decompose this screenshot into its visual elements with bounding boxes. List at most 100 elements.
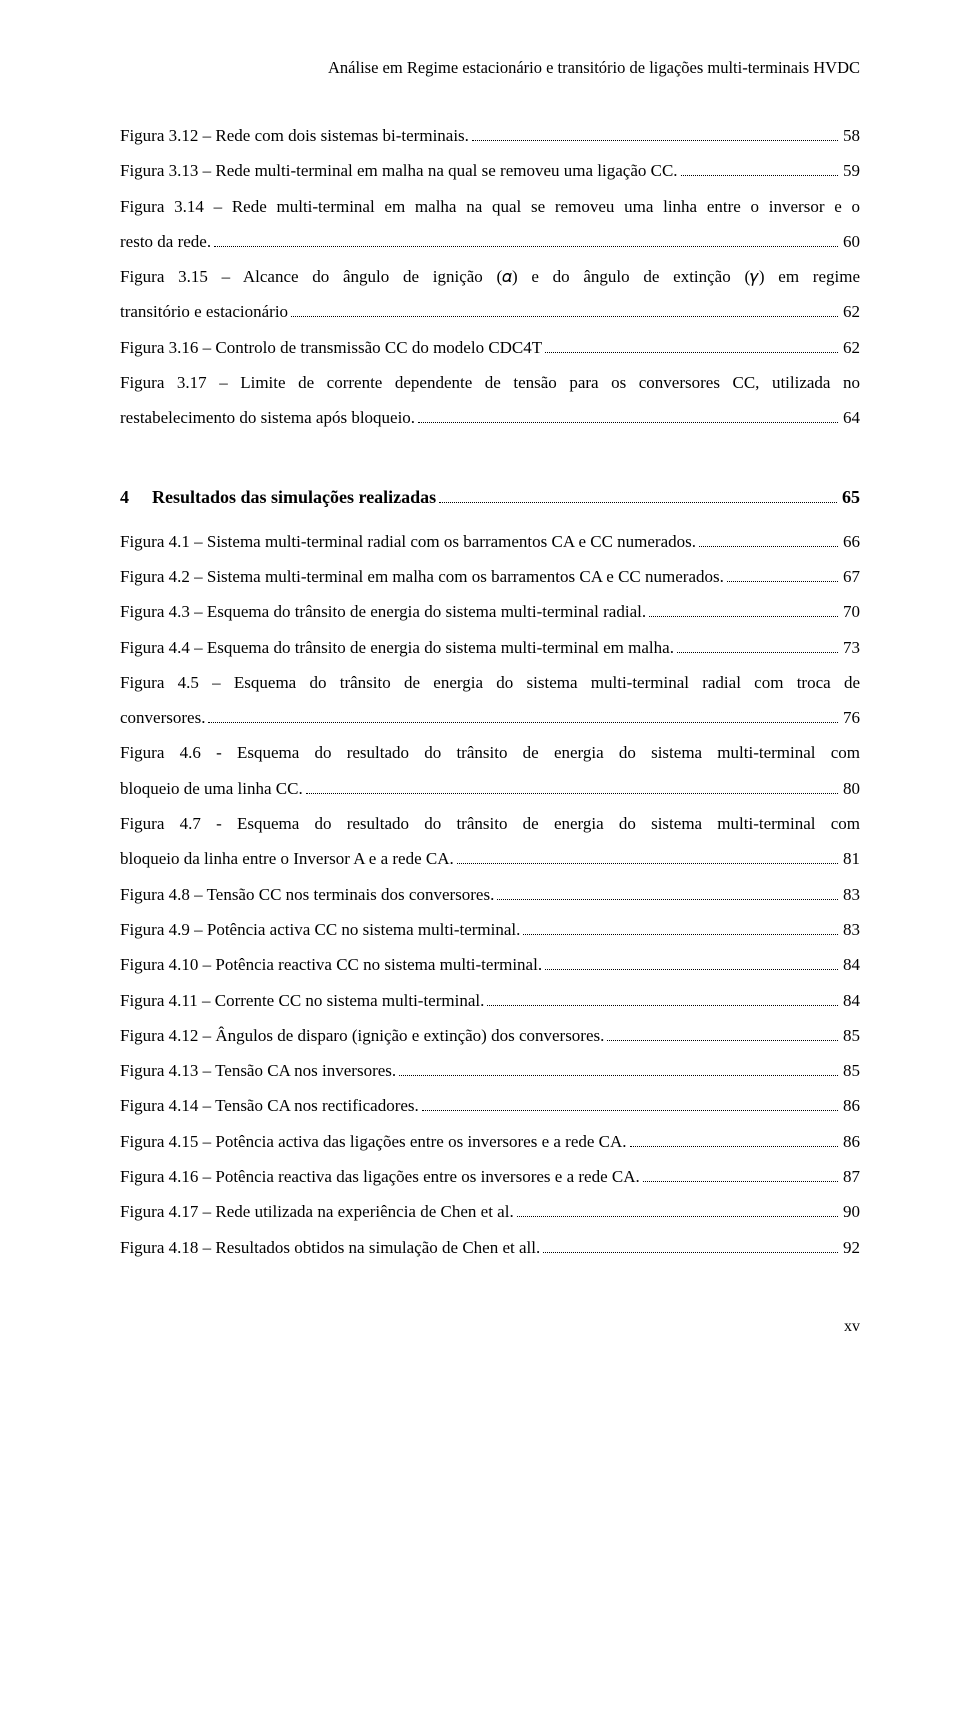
- toc-entry: Figura 4.6 - Esquema do resultado do trâ…: [120, 737, 860, 769]
- toc-entry: Figura 3.14 – Rede multi-terminal em mal…: [120, 191, 860, 223]
- toc-entry: Figura 4.13 – Tensão CA nos inversores. …: [120, 1055, 860, 1087]
- toc-entry-text: Figura 4.1 – Sistema multi-terminal radi…: [120, 526, 696, 558]
- toc-entry: Figura 4.9 – Potência activa CC no siste…: [120, 914, 860, 946]
- toc-entry-text: Figura 4.15 – Potência activa das ligaçõ…: [120, 1126, 627, 1158]
- toc-entry-page: 67: [841, 561, 860, 593]
- toc-entry: Figura 4.8 – Tensão CC nos terminais dos…: [120, 879, 860, 911]
- toc-entry-page: 70: [841, 596, 860, 628]
- toc-entry: Figura 4.1 – Sistema multi-terminal radi…: [120, 526, 860, 558]
- toc-entry-page: 90: [841, 1196, 860, 1228]
- toc-entry: bloqueio da linha entre o Inversor A e a…: [120, 843, 860, 875]
- toc-entry-text: Figura 4.13 – Tensão CA nos inversores.: [120, 1055, 396, 1087]
- toc-leader: [727, 567, 838, 582]
- toc-entry-page: 87: [841, 1161, 860, 1193]
- toc-entry-text: Figura 4.9 – Potência activa CC no siste…: [120, 914, 520, 946]
- toc-leader: [523, 920, 838, 935]
- toc-entry: transitório e estacionário 62: [120, 296, 860, 328]
- toc-entry-text: Figura 4.18 – Resultados obtidos na simu…: [120, 1232, 540, 1264]
- toc-entry-page: 86: [841, 1090, 860, 1122]
- toc-entry-page: 85: [841, 1020, 860, 1052]
- document-page: Análise em Regime estacionário e transit…: [0, 0, 960, 1396]
- toc-block-section3: Figura 3.12 – Rede com dois sistemas bi-…: [120, 120, 860, 435]
- toc-block-section4: Figura 4.1 – Sistema multi-terminal radi…: [120, 526, 860, 1264]
- toc-entry-text: Figura 4.14 – Tensão CA nos rectificador…: [120, 1090, 419, 1122]
- toc-entry: Figura 4.18 – Resultados obtidos na simu…: [120, 1232, 860, 1264]
- section-number: 4: [120, 487, 152, 508]
- toc-entry: Figura 4.4 – Esquema do trânsito de ener…: [120, 632, 860, 664]
- toc-entry-text: Figura 3.15 – Alcance do ângulo de igniç…: [120, 261, 860, 293]
- toc-leader: [487, 991, 838, 1006]
- toc-entry-page: 60: [841, 226, 860, 258]
- toc-entry-text: Figura 4.2 – Sistema multi-terminal em m…: [120, 561, 724, 593]
- toc-entry-text: bloqueio da linha entre o Inversor A e a…: [120, 843, 454, 875]
- toc-leader: [399, 1062, 838, 1077]
- toc-leader: [214, 232, 838, 247]
- toc-entry-text: Figura 4.8 – Tensão CC nos terminais dos…: [120, 879, 494, 911]
- toc-entry: Figura 3.15 – Alcance do ângulo de igniç…: [120, 261, 860, 293]
- toc-entry-text: Figura 4.5 – Esquema do trânsito de ener…: [120, 667, 860, 699]
- toc-leader: [208, 709, 838, 724]
- toc-entry: resto da rede. 60: [120, 226, 860, 258]
- toc-leader: [699, 532, 838, 547]
- toc-entry-text: Figura 4.17 – Rede utilizada na experiên…: [120, 1196, 514, 1228]
- toc-entry: restabelecimento do sistema após bloquei…: [120, 402, 860, 434]
- toc-entry: Figura 3.12 – Rede com dois sistemas bi-…: [120, 120, 860, 152]
- toc-entry-page: 85: [841, 1055, 860, 1087]
- toc-entry-text: Figura 3.16 – Controlo de transmissão CC…: [120, 332, 542, 364]
- toc-entry-text: transitório e estacionário: [120, 296, 288, 328]
- toc-entry-page: 81: [841, 843, 860, 875]
- toc-leader: [291, 303, 838, 318]
- toc-entry-text: Figura 4.12 – Ângulos de disparo (igniçã…: [120, 1020, 604, 1052]
- toc-leader: [543, 1238, 838, 1253]
- toc-entry: Figura 4.3 – Esquema do trânsito de ener…: [120, 596, 860, 628]
- toc-entry: Figura 4.11 – Corrente CC no sistema mul…: [120, 985, 860, 1017]
- toc-entry: Figura 3.17 – Limite de corrente depende…: [120, 367, 860, 399]
- toc-entry-page: 59: [841, 155, 860, 187]
- toc-entry-text: Figura 3.12 – Rede com dois sistemas bi-…: [120, 120, 469, 152]
- toc-entry-text: resto da rede.: [120, 226, 211, 258]
- toc-leader: [643, 1167, 838, 1182]
- toc-leader: [677, 638, 838, 653]
- toc-leader: [607, 1026, 838, 1041]
- running-header: Análise em Regime estacionário e transit…: [120, 58, 860, 78]
- toc-leader: [545, 956, 838, 971]
- toc-entry-page: 86: [841, 1126, 860, 1158]
- toc-entry: Figura 4.17 – Rede utilizada na experiên…: [120, 1196, 860, 1228]
- toc-entry: Figura 4.5 – Esquema do trânsito de ener…: [120, 667, 860, 699]
- toc-entry-text: Figura 4.3 – Esquema do trânsito de ener…: [120, 596, 646, 628]
- toc-entry: Figura 4.10 – Potência reactiva CC no si…: [120, 949, 860, 981]
- toc-entry: Figura 3.13 – Rede multi-terminal em mal…: [120, 155, 860, 187]
- toc-leader: [422, 1097, 838, 1112]
- toc-entry-page: 64: [841, 402, 860, 434]
- toc-leader: [457, 850, 838, 865]
- toc-leader: [439, 487, 837, 502]
- toc-entry-page: 84: [841, 949, 860, 981]
- toc-entry-page: 83: [841, 914, 860, 946]
- toc-leader: [472, 126, 838, 141]
- toc-entry: Figura 4.15 – Potência activa das ligaçõ…: [120, 1126, 860, 1158]
- toc-entry-text: Figura 4.7 - Esquema do resultado do trâ…: [120, 808, 860, 840]
- toc-entry-page: 62: [841, 296, 860, 328]
- toc-leader: [306, 779, 838, 794]
- toc-entry-text: Figura 4.4 – Esquema do trânsito de ener…: [120, 632, 674, 664]
- toc-leader: [497, 885, 838, 900]
- toc-entry-text: bloqueio de uma linha CC.: [120, 773, 303, 805]
- toc-entry: Figura 4.7 - Esquema do resultado do trâ…: [120, 808, 860, 840]
- toc-entry: Figura 4.16 – Potência reactiva das liga…: [120, 1161, 860, 1193]
- toc-leader: [517, 1203, 838, 1218]
- page-number: xv: [120, 1318, 860, 1336]
- toc-entry-page: 73: [841, 632, 860, 664]
- toc-entry-page: 80: [841, 773, 860, 805]
- toc-entry-page: 92: [841, 1232, 860, 1264]
- toc-entry-text: restabelecimento do sistema após bloquei…: [120, 402, 415, 434]
- section-page: 65: [840, 487, 860, 508]
- toc-leader: [681, 162, 838, 177]
- toc-entry-page: 83: [841, 879, 860, 911]
- toc-leader: [649, 603, 838, 618]
- toc-entry-text: Figura 3.13 – Rede multi-terminal em mal…: [120, 155, 678, 187]
- toc-entry: Figura 4.2 – Sistema multi-terminal em m…: [120, 561, 860, 593]
- toc-entry-page: 58: [841, 120, 860, 152]
- toc-entry: bloqueio de uma linha CC. 80: [120, 773, 860, 805]
- toc-entry-text: Figura 4.16 – Potência reactiva das liga…: [120, 1161, 640, 1193]
- toc-entry: Figura 4.12 – Ângulos de disparo (igniçã…: [120, 1020, 860, 1052]
